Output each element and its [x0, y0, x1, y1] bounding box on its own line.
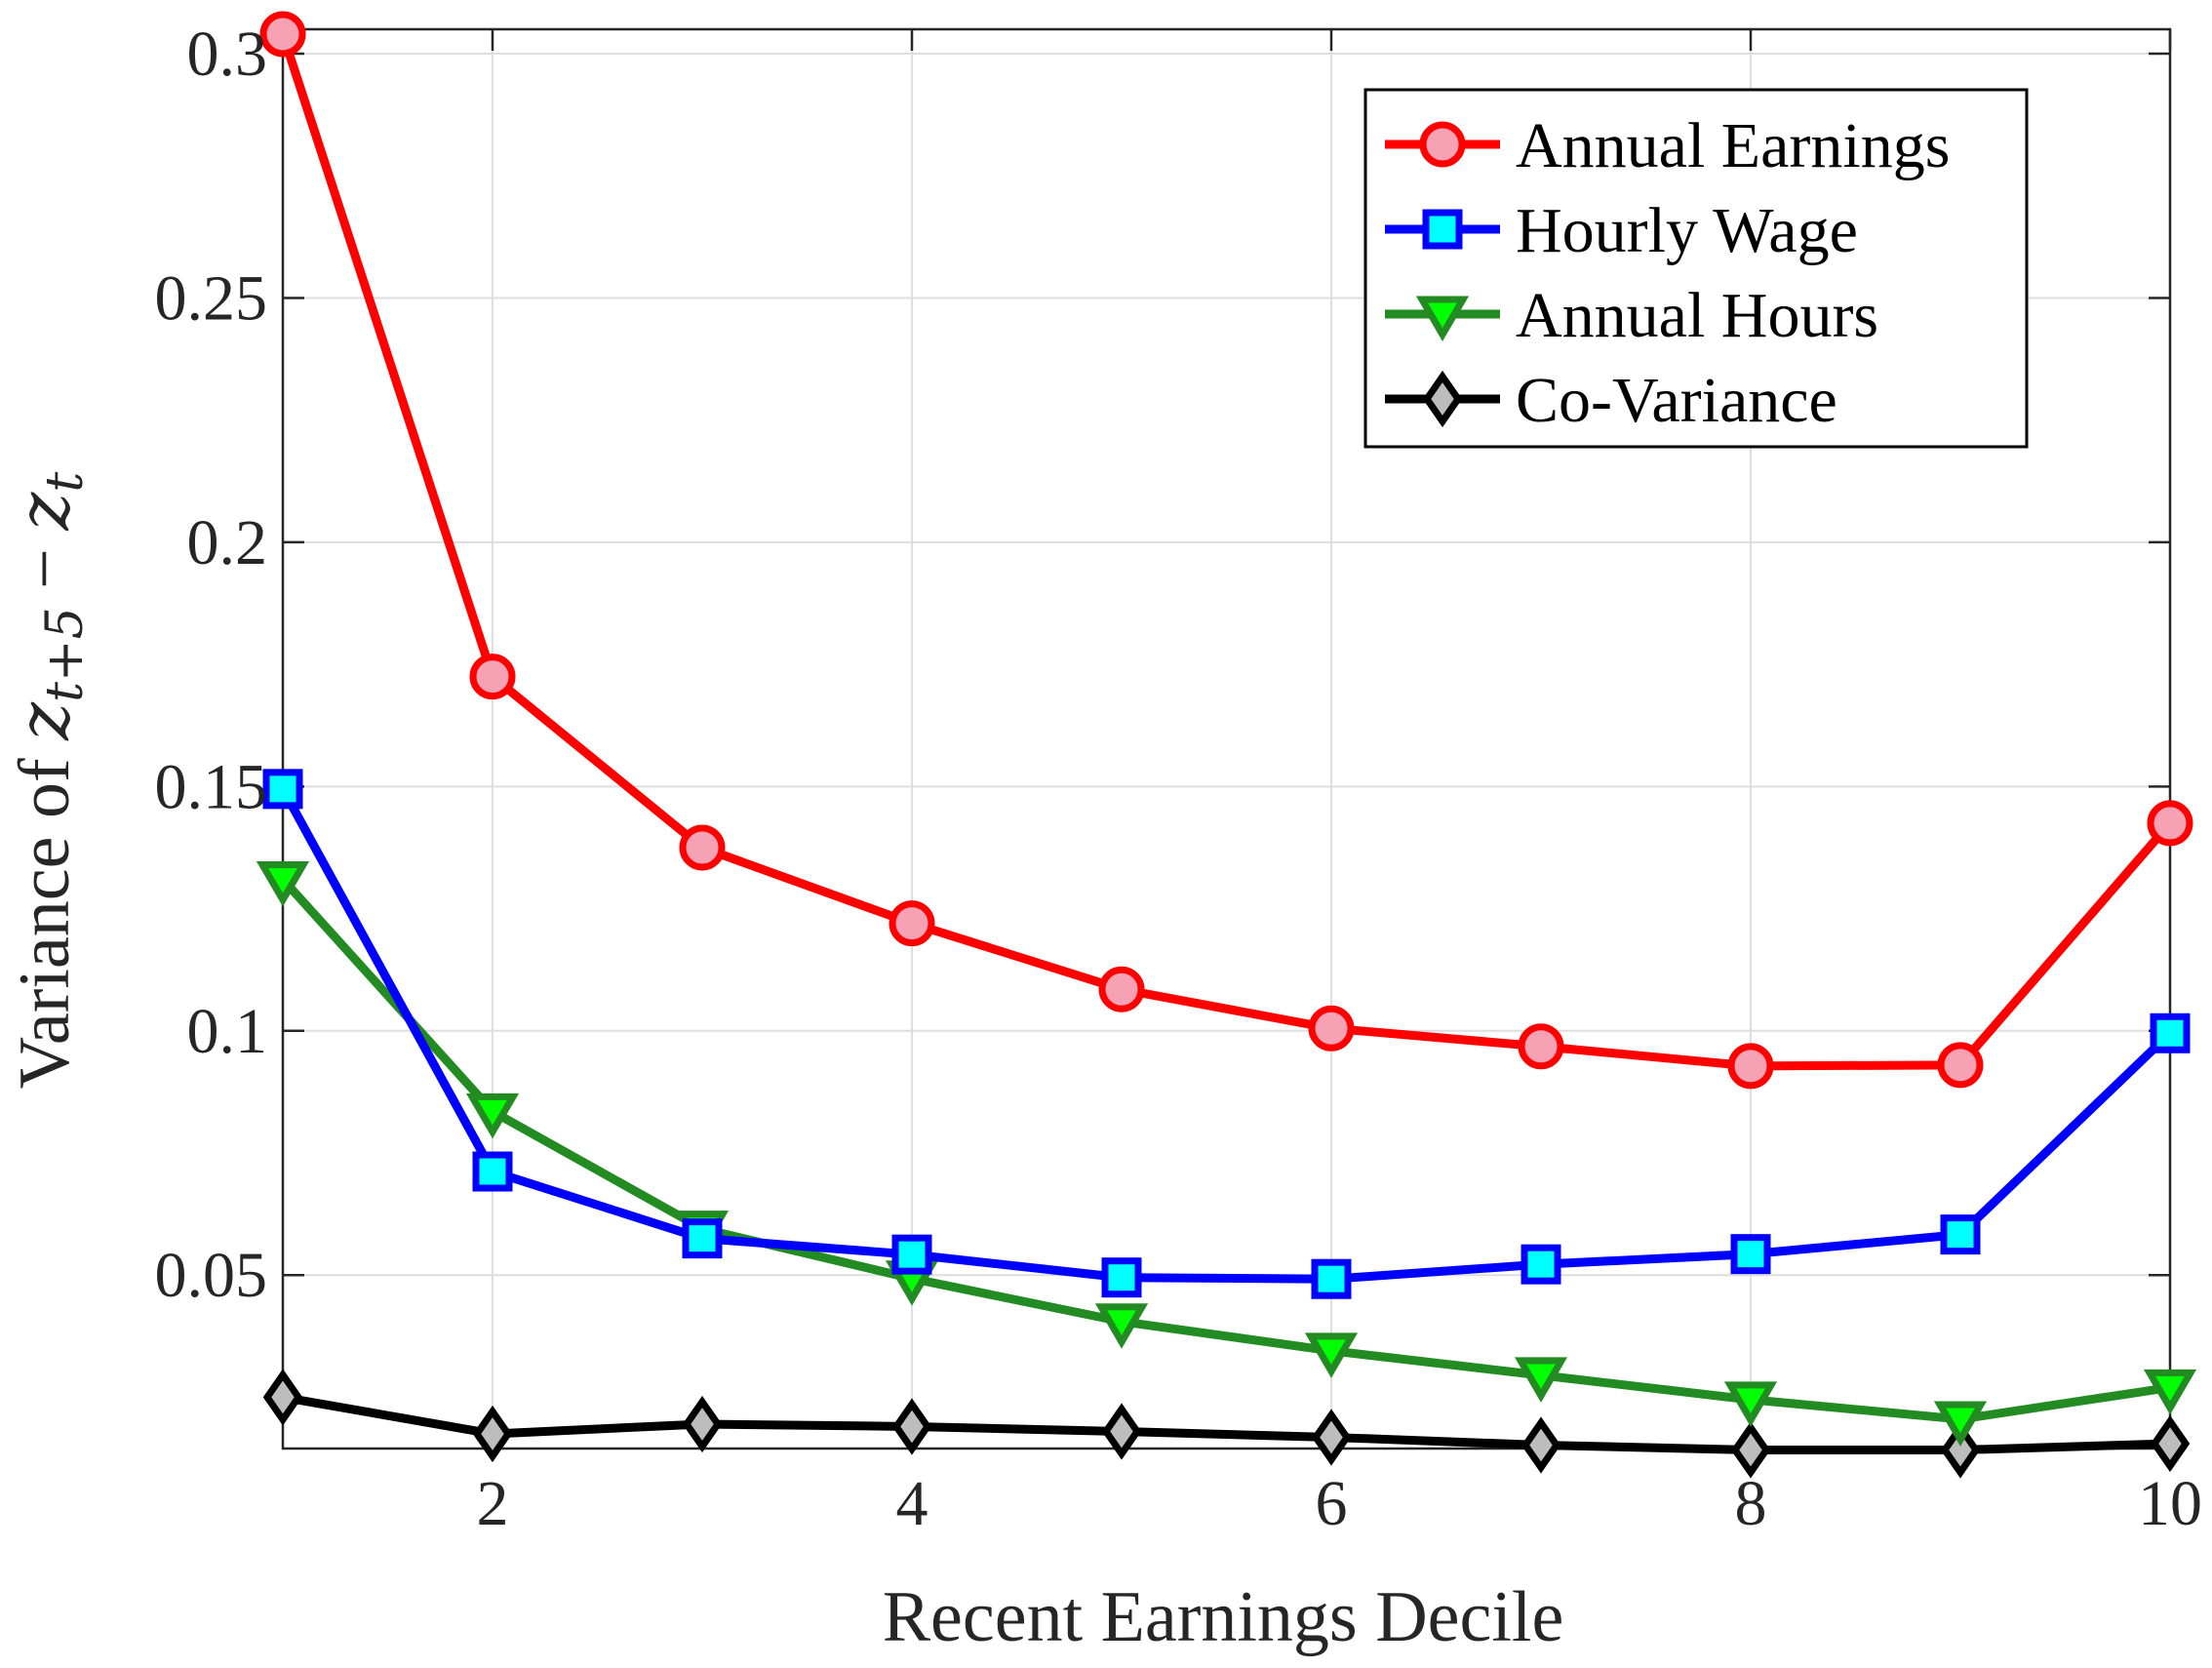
plot-frame — [281, 27, 2172, 1450]
y-tick-label: 0.15 — [155, 751, 268, 822]
data-point-annual-hours — [1514, 1357, 1568, 1403]
data-point-annual-hours — [1933, 1401, 1988, 1447]
series-line-annual-hours — [279, 876, 2171, 1424]
legend-marker-co-variance — [1422, 370, 1463, 428]
data-point-co-variance — [682, 1395, 723, 1453]
series-line-hourly-wage — [279, 786, 2174, 1284]
data-point-co-variance — [1311, 1409, 1352, 1466]
data-point-hourly-wage — [1521, 1244, 1561, 1285]
series-co-variance — [262, 1369, 2191, 1479]
legend-entry-co-variance: Co-Variance — [1385, 365, 1837, 436]
series-hourly-wage — [262, 769, 2191, 1299]
y-axis-title-var2: z — [2, 492, 86, 532]
data-point-annual-hours — [1723, 1381, 1778, 1427]
y-tick-label: 0.2 — [187, 507, 268, 578]
data-point-annual-hours — [2143, 1369, 2197, 1415]
data-point-co-variance — [891, 1398, 932, 1455]
y-axis-title-sub1: t+5 — [36, 607, 95, 702]
legend-box — [1363, 88, 2029, 449]
legend-marker-annual-hours — [1415, 296, 1470, 341]
data-point-annual-earnings — [2147, 800, 2193, 847]
data-point-co-variance — [472, 1405, 513, 1463]
series-layer — [256, 11, 2197, 1479]
data-point-hourly-wage — [262, 769, 303, 810]
x-tick-label: 8 — [1735, 1468, 1767, 1539]
data-point-hourly-wage — [1101, 1257, 1142, 1298]
data-point-co-variance — [1521, 1416, 1561, 1474]
x-tick-label: 2 — [477, 1468, 509, 1539]
data-point-hourly-wage — [891, 1234, 932, 1275]
y-axis-title-minus: − — [5, 531, 85, 608]
data-point-annual-earnings — [1727, 1043, 1774, 1090]
data-point-co-variance — [1730, 1421, 1771, 1479]
legend-entry-annual-earnings: Annual Earnings — [1385, 110, 1950, 181]
x-tick-label: 10 — [2138, 1468, 2202, 1539]
legend-label-co-variance: Co-Variance — [1516, 365, 1837, 436]
data-point-annual-earnings — [259, 11, 306, 58]
data-point-hourly-wage — [682, 1218, 723, 1259]
y-tick-label: 0.1 — [187, 996, 268, 1067]
data-point-annual-earnings — [469, 654, 516, 700]
data-point-co-variance — [2150, 1414, 2191, 1473]
legend-entry-annual-hours: Annual Hours — [1385, 280, 1878, 351]
y-tick-label: 0.3 — [187, 19, 268, 90]
y-axis-title-prefix: Variance of — [5, 740, 85, 1089]
data-point-annual-hours — [256, 860, 310, 907]
data-point-co-variance — [262, 1369, 303, 1426]
series-line-co-variance — [282, 1392, 2171, 1455]
legend-marker-annual-earnings — [1419, 121, 1466, 168]
data-point-annual-hours — [1304, 1332, 1359, 1378]
data-point-co-variance — [1101, 1403, 1142, 1460]
series-line-annual-earnings — [278, 32, 2174, 1071]
legend-label-annual-hours: Annual Hours — [1516, 280, 1878, 351]
data-point-hourly-wage — [472, 1151, 513, 1192]
data-point-hourly-wage — [1311, 1258, 1352, 1299]
y-tick-label: 0.25 — [155, 262, 268, 334]
y-tick-label: 0.05 — [155, 1240, 268, 1311]
legend: Annual Earnings Hourly Wage Annual Hours Co… — [1363, 88, 2029, 449]
y-axis-title: Variance of zt+5 − zt — [2, 472, 95, 1090]
data-point-annual-earnings — [1308, 1005, 1355, 1052]
legend-marker-hourly-wage — [1422, 209, 1463, 250]
data-point-hourly-wage — [2150, 1013, 2191, 1053]
data-point-annual-earnings — [1098, 966, 1145, 1013]
data-point-annual-hours — [1094, 1303, 1149, 1349]
legend-entry-hourly-wage: Hourly Wage — [1385, 195, 1858, 266]
y-axis-title-sub2: t — [36, 472, 95, 493]
legend-label-hourly-wage: Hourly Wage — [1516, 195, 1858, 266]
y-axis-title-var1: z — [2, 701, 86, 741]
legend-label-annual-earnings: Annual Earnings — [1516, 110, 1950, 181]
x-tick-label: 4 — [896, 1468, 928, 1539]
data-point-annual-hours — [465, 1092, 520, 1139]
x-tick-label: 6 — [1316, 1468, 1348, 1539]
data-point-annual-earnings — [889, 900, 935, 947]
series-annual-earnings — [259, 11, 2193, 1090]
data-point-co-variance — [1940, 1421, 1981, 1479]
data-point-annual-earnings — [1937, 1042, 1984, 1089]
data-point-annual-earnings — [679, 824, 726, 871]
data-point-hourly-wage — [1730, 1234, 1771, 1275]
data-point-hourly-wage — [1940, 1214, 1981, 1255]
x-axis-title: Recent Earnings Decile — [883, 1577, 1564, 1657]
tick-labels: 2 4 6 8 10 0.05 0.1 0.15 0.2 0.25 0.3 — [155, 19, 2203, 1539]
data-point-annual-earnings — [1518, 1023, 1564, 1070]
